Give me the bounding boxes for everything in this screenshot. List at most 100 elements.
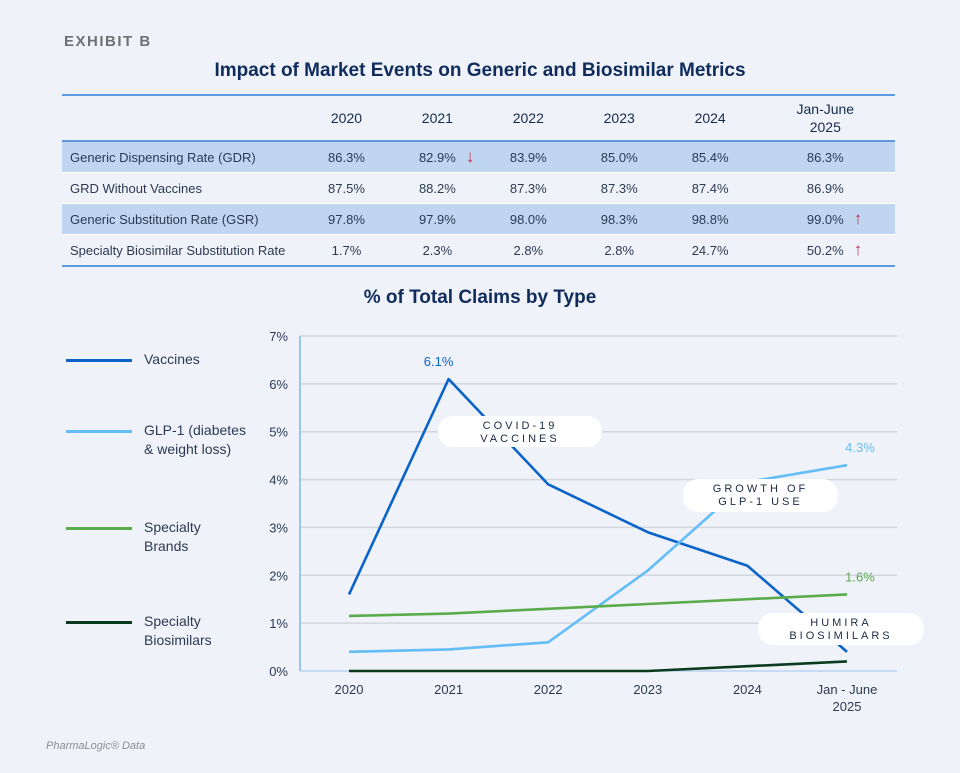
cell-value: 83.9%	[509, 149, 547, 165]
y-tick-label: 2%	[269, 568, 288, 583]
x-tick-label: 2024	[733, 682, 762, 697]
column-header: 2021	[391, 95, 483, 142]
x-tick-line: 2024	[733, 682, 762, 697]
x-tick-line: 2022	[534, 682, 563, 697]
table-cell: 88.2%	[391, 172, 483, 204]
annotation-line: VACCINES	[480, 433, 559, 445]
cell-value: 87.4%	[691, 180, 729, 196]
y-tick-label: 5%	[269, 425, 288, 440]
x-tick-line: 2020	[335, 682, 364, 697]
table-cell: 86.3%	[301, 141, 392, 173]
table-cell: 2.3%	[391, 234, 483, 267]
cell-value: 87.3%	[509, 180, 547, 196]
column-header: 2022	[482, 95, 574, 142]
column-header: 2024	[664, 95, 756, 142]
table-cell: 87.5%	[301, 172, 392, 204]
cell-value: 87.5%	[328, 180, 365, 196]
table-cell: 85.4%	[664, 141, 756, 173]
cell-value: 86.3%	[328, 149, 365, 165]
annotation-line: GROWTH OF	[713, 483, 808, 495]
table-cell: 97.9%	[391, 203, 483, 235]
table-row: Generic Dispensing Rate (GDR) 86.3% 82.9% ↓…	[62, 141, 895, 173]
chart-title: % of Total Claims by Type	[363, 287, 597, 308]
annotation-box	[438, 416, 602, 447]
table-cell: 85.0%	[573, 141, 665, 173]
table-cell: 2.8%	[482, 234, 574, 267]
x-tick-line: 2025	[833, 699, 862, 714]
table-cell: 86.3%	[755, 141, 895, 173]
cell-value: 97.8%	[328, 211, 365, 227]
data-label: 1.6%	[845, 569, 875, 584]
cell-value: 98.0%	[509, 211, 547, 227]
cell-value: 86.3%	[806, 149, 844, 165]
series-line-3	[349, 660, 848, 673]
table-cell: 97.8%	[301, 203, 392, 235]
annotation-callout: GROWTH OF GLP-1 USE	[683, 479, 838, 512]
x-tick-line: 2023	[633, 682, 662, 697]
column-header: 2023	[573, 95, 665, 142]
column-header: 2020	[301, 95, 392, 142]
series-line-0	[347, 377, 848, 653]
row-label: Generic Substitution Rate (GSR)	[62, 203, 301, 235]
table-header-row: 2020 2021 2022 2023 2024 Jan-June 2025	[62, 95, 895, 142]
arrow-down-icon: ↓	[465, 146, 475, 166]
cell-value: 24.7%	[691, 242, 729, 258]
y-tick-label: 7%	[269, 329, 288, 344]
legend-swatch	[66, 527, 132, 530]
annotation-line: HUMIRA	[810, 617, 871, 629]
annotation-text: HUMIRA BIOSIMILARS	[789, 617, 892, 642]
legend-swatch	[66, 359, 132, 362]
cell-value: 87.3%	[600, 180, 638, 196]
row-label: Generic Dispensing Rate (GDR)	[62, 141, 301, 173]
table-cell: 87.4%	[664, 172, 756, 204]
cell-value: 98.3%	[600, 211, 638, 227]
cell-value: 2.3%	[422, 242, 453, 258]
cell-value: 82.9%	[418, 149, 456, 165]
y-tick-label: 6%	[269, 377, 288, 392]
data-label: 4.3%	[845, 440, 875, 455]
x-tick-label: 2021	[434, 682, 463, 697]
y-tick-label: 1%	[269, 616, 288, 631]
annotation-callout: HUMIRA BIOSIMILARS	[758, 613, 924, 645]
row-label: Specialty Biosimilar Substitution Rate	[62, 234, 301, 267]
table-cell: 98.3%	[573, 203, 665, 235]
legend-label: Specialty Brands	[144, 519, 201, 554]
table-cell: 2.8%	[573, 234, 665, 267]
y-tick-label: 3%	[269, 520, 288, 535]
legend-label: Vaccines	[144, 351, 200, 367]
x-tick-label: 2020	[335, 682, 364, 697]
x-tick-label: Jan - June 2025	[817, 682, 878, 714]
metrics-table: 2020 2021 2022 2023 2024 Jan-June 2025 Generi…	[62, 94, 895, 267]
cell-value: 2.8%	[604, 242, 635, 258]
annotation-line: BIOSIMILARS	[789, 630, 892, 642]
cell-value: 2.8%	[513, 242, 544, 258]
table-cell: 1.7%	[301, 234, 392, 267]
table-cell: 98.0%	[482, 203, 574, 235]
annotation-text: COVID-19 VACCINES	[480, 420, 559, 445]
table-cell: 24.7%	[664, 234, 756, 267]
annotation-box	[683, 479, 838, 512]
arrow-up-icon: ↑	[853, 208, 863, 228]
table-row: Generic Substitution Rate (GSR) 97.8% 97.9…	[62, 203, 895, 235]
table-cell: 99.0% ↑	[755, 203, 895, 235]
data-label: 6.1%	[424, 354, 454, 369]
annotation-line: GLP-1 USE	[718, 496, 802, 508]
cell-value: 85.4%	[691, 149, 729, 165]
legend-swatch	[66, 430, 132, 433]
table-cell: 82.9% ↓	[391, 141, 483, 173]
x-tick-line: Jan - June	[817, 682, 878, 697]
y-tick-label: 4%	[269, 473, 288, 488]
table-cell: 83.9%	[482, 141, 574, 173]
header-blank	[62, 95, 301, 142]
table-row: GRD Without Vaccines 87.5% 88.2% 87.3% 87.3%…	[62, 172, 895, 204]
annotation-line: COVID-19	[483, 420, 558, 432]
legend-label: Specialty Biosimilars	[144, 613, 212, 648]
x-tick-label: 2023	[633, 682, 662, 697]
cell-value: 1.7%	[331, 242, 362, 258]
annotation-callout: COVID-19 VACCINES	[438, 416, 602, 447]
table-cell: 50.2% ↑	[755, 234, 895, 267]
y-tick-label: 0%	[269, 664, 288, 679]
table-cell: 98.8%	[664, 203, 756, 235]
column-header: Jan-June 2025	[755, 95, 895, 142]
